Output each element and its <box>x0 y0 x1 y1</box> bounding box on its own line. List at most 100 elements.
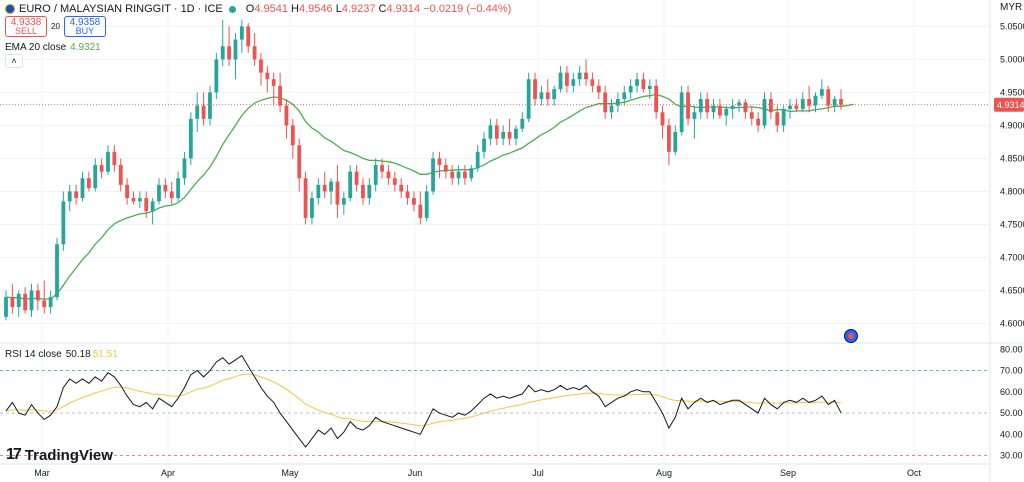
candle-body <box>781 108 786 126</box>
candle-body <box>628 85 633 93</box>
candle-body <box>208 92 212 119</box>
candle-body <box>443 165 448 172</box>
rsi-legend[interactable]: RSI 14 close 50.18 51.51 <box>5 349 118 360</box>
symbol-header: EURO / MALAYSIAN RINGGIT · 1D · ICE O4.9… <box>5 3 511 15</box>
candle-body <box>673 132 678 152</box>
change-value: −0.0219 (−0.44%) <box>423 3 512 15</box>
candle-body <box>839 99 843 105</box>
candle-body <box>284 105 289 126</box>
candle-body <box>590 79 595 86</box>
candle-body <box>609 105 614 113</box>
candle-body <box>660 112 665 126</box>
candle-body <box>686 92 690 119</box>
rsi-tick-label: 50.00 <box>1000 408 1023 418</box>
last-price-label: 4.9314 <box>997 100 1024 110</box>
candle-body <box>762 99 767 126</box>
candle-body <box>737 102 741 106</box>
candle-body <box>297 145 302 179</box>
euro-flag-icon <box>5 4 15 14</box>
candle-body <box>118 165 123 185</box>
candle-body <box>463 171 467 179</box>
candle-body <box>717 105 722 116</box>
candle-body <box>220 46 225 60</box>
candle-body <box>533 79 537 100</box>
candle-body <box>437 158 442 166</box>
candle-body <box>201 105 206 119</box>
currency-label[interactable]: MYR <box>1000 2 1023 13</box>
candle-body <box>775 112 780 126</box>
candle-body <box>55 244 59 298</box>
candle-body <box>246 26 251 47</box>
price-tick-label: 4.9500 <box>1000 87 1024 97</box>
candle-body <box>603 92 608 113</box>
candle-body <box>182 158 187 179</box>
candle-body <box>80 178 85 199</box>
ema-legend[interactable]: EMA 20 close 4.9321 <box>5 42 101 53</box>
candle-body <box>724 108 729 116</box>
candle-body <box>227 46 231 60</box>
candle-body <box>310 198 314 218</box>
event-marker-dot <box>848 333 854 339</box>
sell-price: 4.9338 <box>10 16 42 28</box>
time-tick-label: Apr <box>161 468 175 478</box>
candle-body <box>596 85 601 93</box>
rsi-legend-value: 50.18 <box>65 349 91 360</box>
candle-body <box>412 198 416 205</box>
candle-body <box>150 201 155 212</box>
chevron-up-icon: ˄ <box>11 56 17 66</box>
time-tick-label: Oct <box>907 468 922 478</box>
candle-body <box>259 59 263 73</box>
candle-body <box>169 191 174 199</box>
price-tick-label: 4.9000 <box>1000 120 1024 130</box>
candle-body <box>329 181 333 192</box>
candle-body <box>545 92 550 100</box>
tradingview-logo-icon: 17 <box>6 446 22 463</box>
symbol-title[interactable]: EURO / MALAYSIAN RINGGIT · 1D · ICE <box>19 3 223 15</box>
candle-body <box>692 112 697 119</box>
candle-body <box>316 184 321 199</box>
candle-body <box>520 118 525 129</box>
rsi-ma-line <box>5 373 842 427</box>
price-tick-label: 4.7500 <box>1000 219 1024 229</box>
candle-body <box>788 105 792 109</box>
candle-body <box>42 300 47 307</box>
candle-body <box>335 181 340 205</box>
candle-body <box>74 191 79 199</box>
candle-body <box>361 184 365 199</box>
rsi-line <box>5 354 842 448</box>
candle-body <box>348 171 353 199</box>
high-value: 4.9546 <box>298 3 333 15</box>
candle-body <box>800 99 805 109</box>
candle-body <box>647 85 652 90</box>
candle-body <box>450 171 455 179</box>
sell-button[interactable]: 4.9338 SELL <box>5 16 47 37</box>
candle-body <box>552 89 557 100</box>
price-tick-label: 4.8500 <box>1000 153 1024 163</box>
candle-body <box>131 198 136 202</box>
candle-body <box>577 72 582 80</box>
candle-body <box>679 92 684 133</box>
candle-body <box>539 92 544 100</box>
candle-body <box>494 125 499 139</box>
collapse-indicators-button[interactable]: ˄ <box>5 54 23 68</box>
candle-body <box>654 85 659 113</box>
candle-body <box>322 184 327 192</box>
buy-price: 4.9358 <box>69 16 101 28</box>
candle-body <box>278 85 282 106</box>
buy-button[interactable]: 4.9358 BUY <box>63 16 106 37</box>
time-tick-label: Mar <box>34 468 50 478</box>
candle-body <box>558 72 563 90</box>
candle-body <box>67 191 72 202</box>
candle-body <box>431 158 435 192</box>
candle-body <box>112 151 117 166</box>
trade-panel: 4.9338 SELL 20 4.9358 BUY <box>5 16 106 37</box>
candle-body <box>501 132 506 139</box>
candle-body <box>584 72 588 80</box>
tradingview-logo[interactable]: 17 TradingView <box>6 446 113 464</box>
buy-label: BUY <box>75 25 95 36</box>
candle-body <box>233 39 238 60</box>
candle-body <box>475 151 480 169</box>
candle-body <box>380 165 384 172</box>
candle-body <box>144 198 149 212</box>
